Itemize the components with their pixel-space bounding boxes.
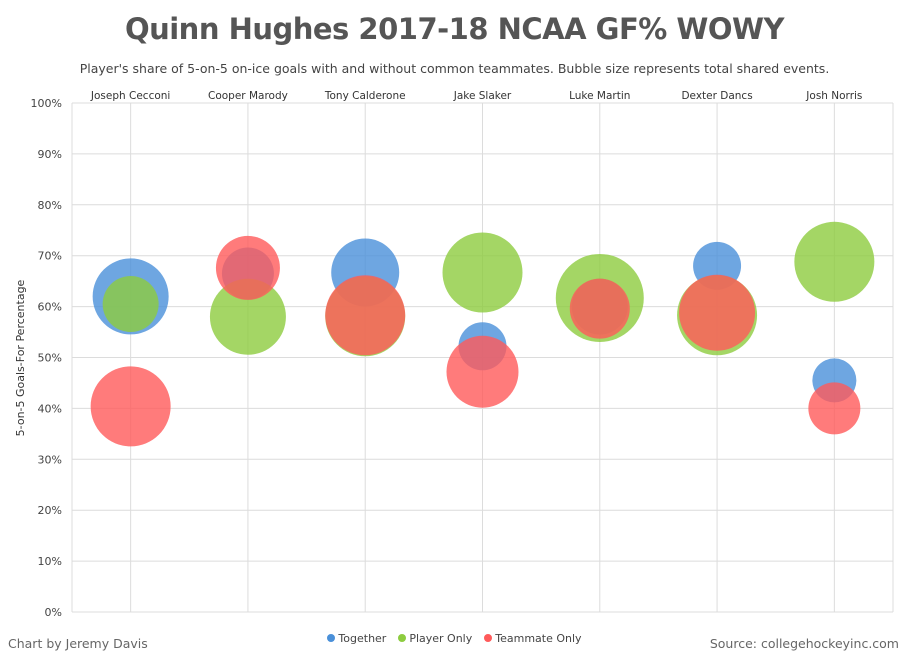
bubble-player-only <box>794 221 875 302</box>
bubble-player-only <box>442 232 523 313</box>
category-label: Jake Slaker <box>453 90 512 102</box>
legend: Together Player Only Teammate Only <box>0 632 909 645</box>
bubble-teammate-only <box>215 235 280 300</box>
legend-label: Player Only <box>409 632 473 645</box>
y-tick-labels: 0% 10% 20% 30% 40% 50% 60% 70% 80% 90% 100% <box>31 97 62 619</box>
legend-item-player-only[interactable]: Player Only <box>398 632 472 645</box>
y-tick-label: 100% <box>31 97 62 110</box>
y-tick-label: 60% <box>38 301 62 314</box>
chart-subtitle: Player's share of 5-on-5 on-ice goals wi… <box>79 61 830 76</box>
y-axis-title: 5-on-5 Goals-For Percentage <box>14 279 27 436</box>
category-label: Josh Norris <box>805 90 862 102</box>
y-tick-label: 80% <box>38 199 62 212</box>
y-tick-label: 30% <box>38 453 62 466</box>
y-tick-label: 0% <box>45 606 62 619</box>
bubble-teammate-only <box>679 274 756 351</box>
legend-label: Together <box>338 632 387 645</box>
y-tick-label: 50% <box>38 352 62 365</box>
category-label: Tony Calderone <box>324 90 406 102</box>
legend-swatch <box>484 634 493 642</box>
bubble-teammate-only <box>808 382 861 435</box>
y-tick-label: 90% <box>38 148 62 161</box>
category-label: Luke Martin <box>569 90 630 102</box>
y-tick-label: 20% <box>38 504 62 517</box>
category-label: Cooper Marody <box>208 90 288 102</box>
chart-title: Quinn Hughes 2017-18 NCAA GF% WOWY <box>124 12 785 46</box>
y-tick-label: 40% <box>38 402 62 415</box>
legend-item-teammate-only[interactable]: Teammate Only <box>484 632 582 645</box>
category-label: Dexter Dancs <box>681 90 752 102</box>
category-label: Joseph Cecconi <box>90 90 170 102</box>
bubble-teammate-only <box>569 278 630 339</box>
bubble-teammate-only <box>325 275 406 356</box>
category-labels: Joseph Cecconi Cooper Marody Tony Calderon… <box>90 90 862 102</box>
legend-swatch <box>327 634 336 642</box>
y-tick-label: 70% <box>38 250 62 263</box>
legend-item-together[interactable]: Together <box>327 632 386 645</box>
credit-left: Chart by Jeremy Davis <box>8 636 148 651</box>
legend-swatch <box>398 634 407 642</box>
bubble-player-only <box>209 278 286 355</box>
bubbles <box>90 221 875 447</box>
legend-label: Teammate Only <box>495 632 582 645</box>
bubble-teammate-only <box>446 335 519 408</box>
bubble-player-only <box>102 276 159 333</box>
credit-right: Source: collegehockeyinc.com <box>709 636 899 651</box>
y-tick-label: 10% <box>38 555 62 568</box>
bubble-teammate-only <box>90 366 171 447</box>
